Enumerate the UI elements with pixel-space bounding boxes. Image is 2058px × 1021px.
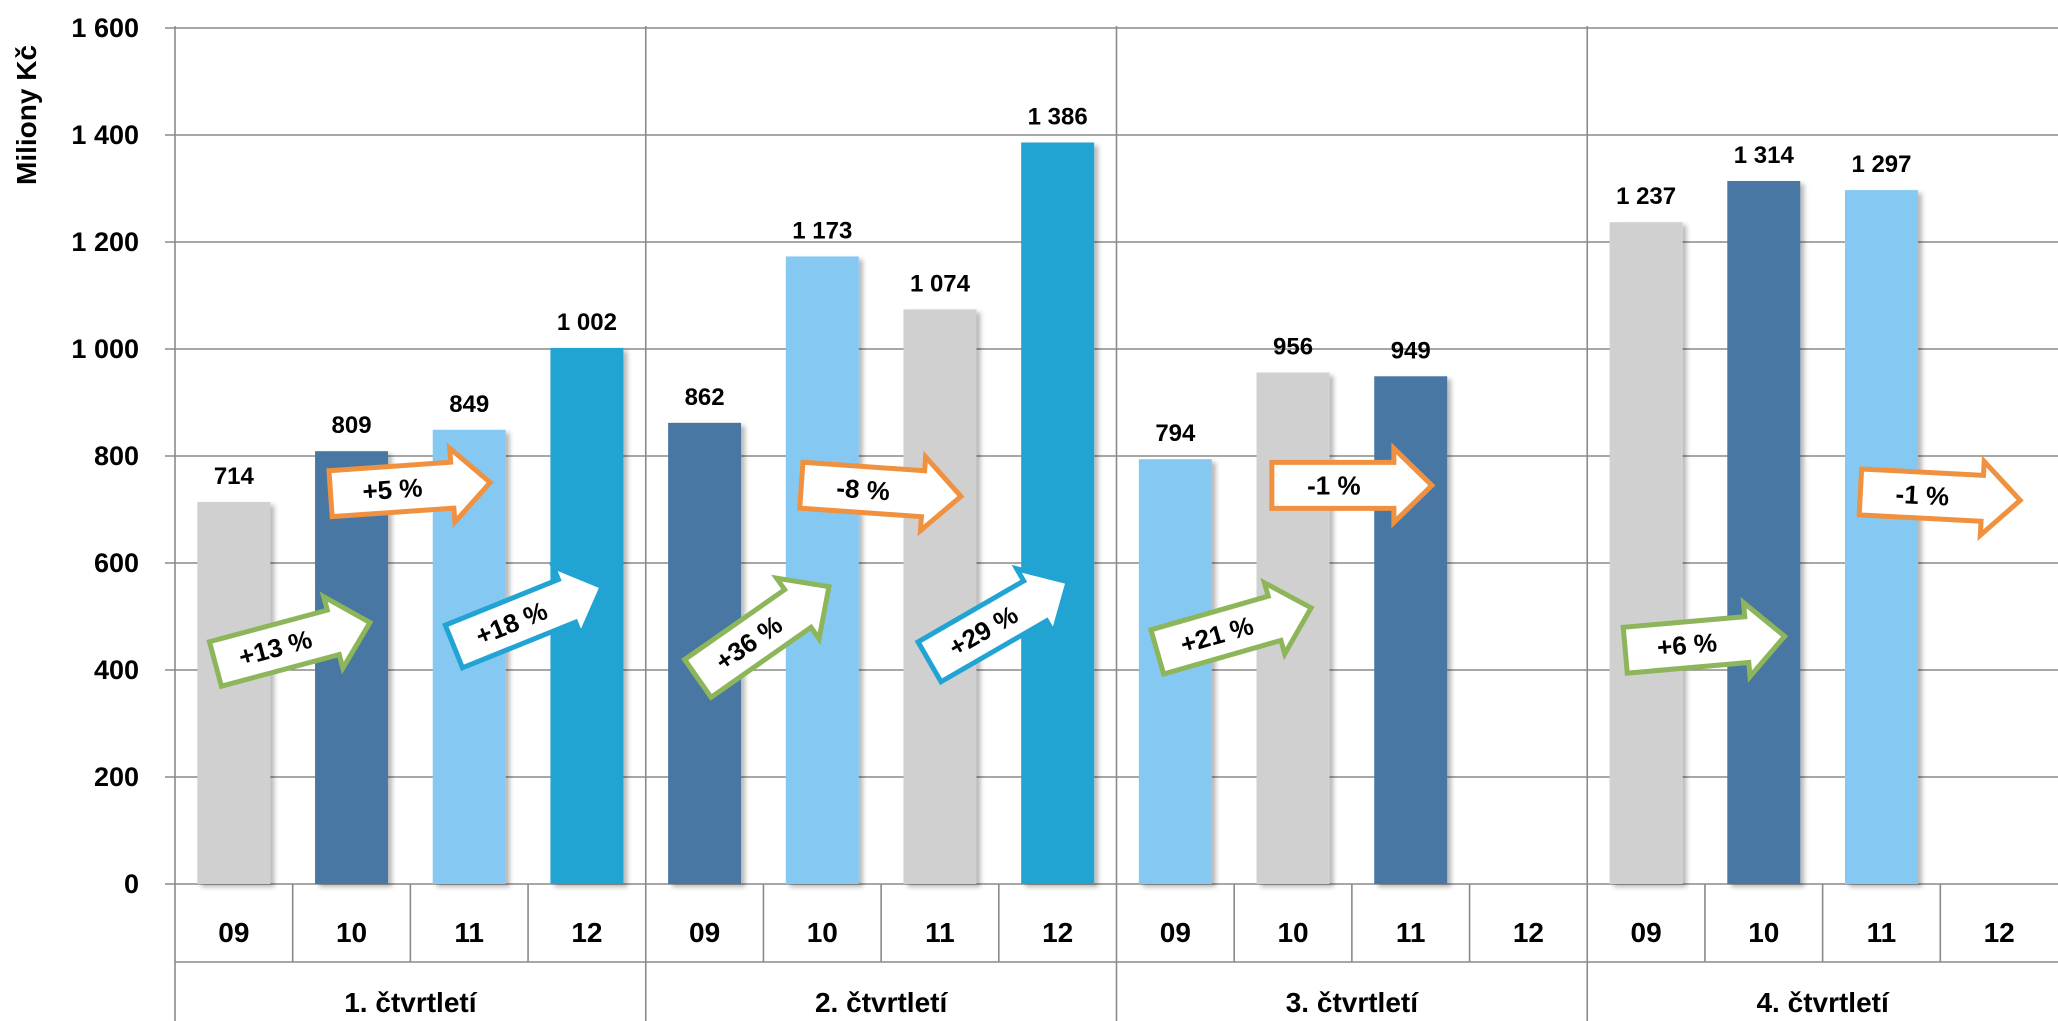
y-tick-label: 1 400 — [71, 120, 139, 150]
arrow-label: -1 % — [1895, 479, 1950, 512]
y-tick-label: 400 — [94, 655, 139, 685]
data-label: 862 — [685, 384, 725, 411]
arrow-label: -8 % — [835, 473, 890, 507]
bar — [1374, 376, 1448, 884]
x-tick-label: 11 — [454, 917, 484, 948]
arrow-shape — [797, 450, 965, 537]
y-tick-label: 200 — [94, 762, 139, 792]
arrow-label: +6 % — [1656, 627, 1718, 662]
bar — [1727, 181, 1801, 884]
data-label: 1 173 — [792, 217, 852, 244]
x-tick-label: 12 — [571, 917, 602, 948]
x-tick-label: 09 — [1160, 917, 1191, 948]
arrow-label: -1 % — [1307, 470, 1360, 500]
arrow-shape — [1620, 597, 1789, 683]
bar — [315, 451, 389, 884]
data-label: 1 386 — [1028, 103, 1088, 130]
data-label: 1 237 — [1616, 183, 1676, 210]
x-tick-label: 10 — [807, 917, 838, 948]
data-label: 794 — [1155, 420, 1196, 447]
group-label: 1. čtvrtletí — [344, 987, 477, 1018]
change-arrows: +13 %+5 %+18 % +36 %-8 %+29 % +21 %-1 % -1 … — [206, 442, 2024, 701]
y-axis-title: Miliony Kč — [11, 45, 42, 185]
group-label: 3. čtvrtletí — [1286, 987, 1419, 1018]
arrow-shape — [681, 574, 832, 701]
x-tick-label: 09 — [1631, 917, 1662, 948]
data-label: 1 074 — [910, 270, 971, 297]
change-arrow: -1 % — [1856, 455, 2024, 542]
data-label: 1 002 — [557, 309, 617, 336]
x-tick-label: 10 — [1277, 917, 1308, 948]
x-tick-label: 12 — [1513, 917, 1544, 948]
data-label: 809 — [332, 412, 372, 439]
bar — [785, 256, 859, 884]
x-tick-label: 11 — [1867, 917, 1897, 948]
y-tick-label: 600 — [94, 548, 139, 578]
y-tick-label: 1 600 — [71, 13, 139, 43]
data-label: 1 314 — [1734, 142, 1795, 169]
y-tick-label: 0 — [124, 869, 139, 899]
bar — [1609, 222, 1683, 884]
change-arrow: +5 % — [326, 442, 494, 529]
change-arrow: +6 % — [1620, 597, 1789, 683]
x-tick-label: 11 — [1396, 917, 1426, 948]
arrow-shape — [1269, 442, 1436, 529]
change-arrow: +13 % — [206, 591, 374, 690]
x-tick-label: 12 — [1042, 917, 1073, 948]
x-tick-label: 11 — [925, 917, 955, 948]
y-tick-label: 1 200 — [71, 227, 139, 257]
bar — [197, 502, 271, 884]
arrow-shape — [442, 561, 606, 672]
data-labels: 714 809 849 1 002 862 1 173 1 074 1 386 794 956 94… — [214, 103, 1912, 490]
change-arrow: -1 % — [1269, 442, 1436, 529]
group-label: 4. čtvrtletí — [1756, 987, 1889, 1018]
change-arrow: -8 % — [797, 450, 965, 537]
x-tick-label: 12 — [1984, 917, 2015, 948]
x-tick-label: 09 — [689, 917, 720, 948]
x-tick-label: 10 — [1748, 917, 1779, 948]
arrow-shape — [326, 442, 494, 529]
x-tick-label: 09 — [218, 917, 249, 948]
data-label: 1 297 — [1851, 151, 1911, 178]
bar — [1021, 142, 1095, 885]
data-label: 849 — [449, 391, 489, 418]
arrow-shape — [914, 564, 1072, 686]
data-label: 714 — [214, 463, 255, 490]
arrow-shape — [206, 591, 374, 690]
axes: 0 200 400 600 800 1 000 1 200 1 400 1 600 09 10 11 1… — [71, 13, 2058, 1021]
bar — [903, 309, 977, 884]
arrow-shape — [1856, 455, 2024, 542]
data-label: 949 — [1391, 337, 1431, 364]
bar — [1844, 190, 1918, 885]
x-tick-label: 10 — [336, 917, 367, 948]
arrow-shape — [1147, 577, 1315, 678]
data-label: 956 — [1273, 334, 1313, 361]
change-arrow: +21 % — [1147, 577, 1315, 678]
arrow-label: +5 % — [361, 472, 423, 506]
y-tick-label: 800 — [94, 441, 139, 471]
y-tick-label: 1 000 — [71, 334, 139, 364]
group-label: 2. čtvrtletí — [815, 987, 948, 1018]
